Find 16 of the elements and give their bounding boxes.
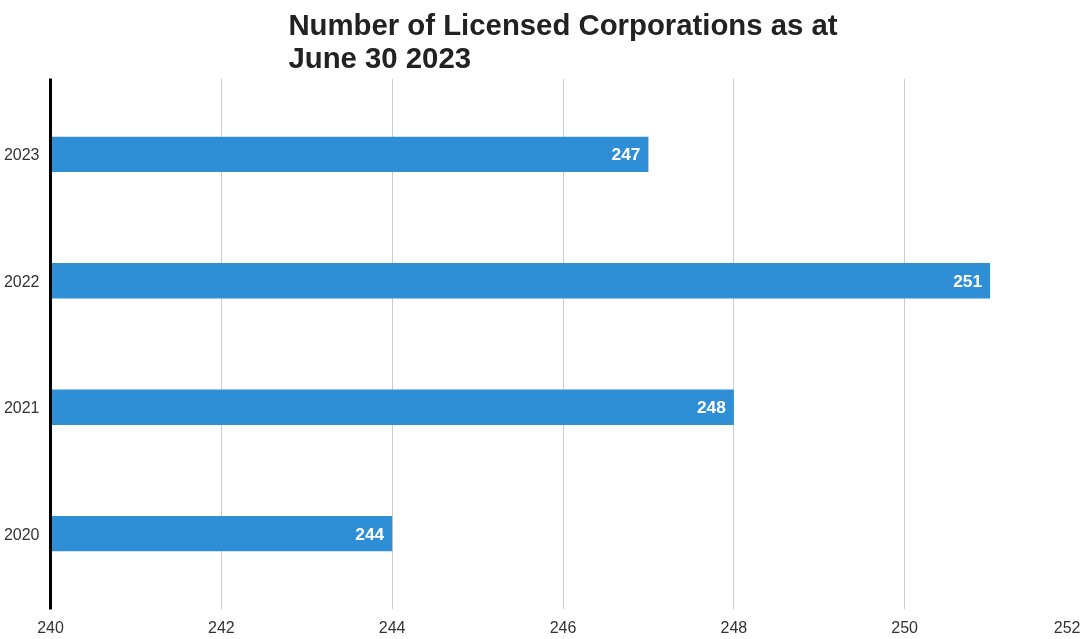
x-tick-label: 246 <box>549 618 577 636</box>
x-tick-label: 248 <box>720 618 748 636</box>
x-tick-label: 242 <box>207 618 235 636</box>
data-label: 244 <box>355 523 385 544</box>
x-tick-label: 244 <box>378 618 406 636</box>
y-tick-label: 2023 <box>3 146 40 164</box>
y-tick-label: 2021 <box>3 399 40 417</box>
data-label: 248 <box>696 397 727 418</box>
x-tick-label: 240 <box>37 618 64 636</box>
x-tick-label: 250 <box>891 618 919 636</box>
x-tick-label: 252 <box>1053 618 1081 636</box>
chart-title: Number of Licensed Corporations as at June 30 2023 <box>288 7 838 74</box>
data-label: 251 <box>953 270 983 291</box>
y-tick-label: 2020 <box>3 525 40 543</box>
data-label: 247 <box>611 144 641 165</box>
y-tick-label: 2022 <box>3 272 40 290</box>
